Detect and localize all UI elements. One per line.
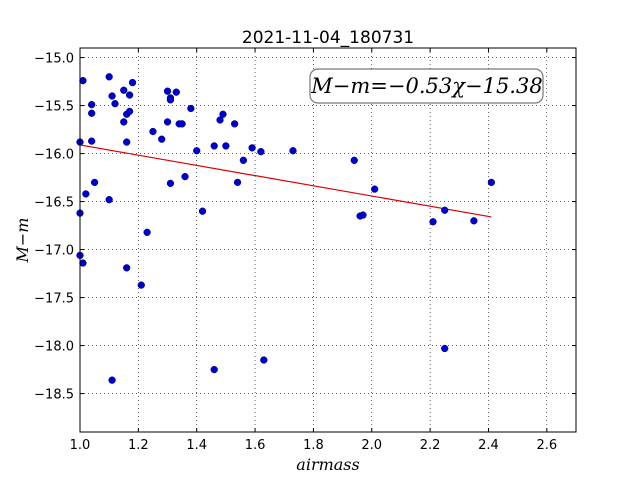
data-point: [239, 156, 248, 164]
data-point: [210, 365, 218, 374]
data-point: [222, 142, 230, 150]
data-point: [166, 179, 175, 188]
annotation-box: [309, 68, 544, 104]
data-point: [88, 109, 96, 117]
data-point: [123, 138, 131, 146]
data-point: [187, 104, 195, 113]
y-tick-label: −17.0: [34, 244, 74, 259]
x-tick-label: 2.6: [536, 438, 557, 453]
data-point: [105, 196, 113, 204]
data-point: [143, 228, 151, 236]
x-axis-label: airmass: [296, 455, 359, 474]
data-point: [163, 87, 172, 95]
fit-line-group: [79, 144, 492, 218]
data-point: [163, 118, 172, 126]
y-tick-label: −16.0: [34, 148, 74, 163]
data-point: [260, 356, 268, 364]
data-point: [90, 178, 99, 187]
y-tick-label: −16.5: [34, 196, 74, 211]
data-point: [219, 110, 227, 118]
data-point: [158, 135, 166, 143]
data-point: [111, 100, 119, 108]
data-point: [108, 92, 116, 100]
data-point: [350, 156, 358, 164]
x-tick-label: 1.8: [303, 438, 324, 453]
data-point: [82, 190, 90, 198]
y-axis-label: M−m: [13, 218, 32, 264]
data-point: [88, 100, 96, 109]
y-axis-ticks: −15.0 −15.5 −16.0 −16.5 −17.0 −17.5 −18.0 −18.5: [34, 52, 576, 403]
data-point: [248, 144, 256, 152]
data-point: [233, 178, 242, 187]
data-point: [289, 147, 297, 155]
data-point: [181, 172, 189, 181]
data-point: [470, 217, 478, 225]
data-points: [76, 73, 496, 384]
data-point: [257, 148, 265, 156]
y-tick-label: −18.0: [34, 340, 74, 355]
data-point: [216, 116, 224, 124]
x-tick-label: 1.6: [245, 438, 266, 453]
data-point: [441, 344, 449, 353]
data-point: [178, 120, 186, 128]
fit-line: [79, 144, 492, 218]
data-point: [193, 147, 201, 155]
data-point: [108, 376, 116, 384]
data-point: [128, 78, 137, 87]
data-point: [230, 120, 239, 128]
x-tick-label: 1.4: [186, 438, 207, 453]
data-point: [441, 206, 449, 214]
y-tick-label: −17.5: [34, 292, 74, 307]
data-point: [371, 185, 379, 193]
data-point: [149, 127, 157, 136]
annotation-text: M−m=−0.53χ−15.38: [310, 74, 542, 98]
data-point: [359, 211, 367, 219]
x-tick-label: 2.2: [420, 438, 441, 453]
x-tick-label: 2.0: [361, 438, 382, 453]
data-point: [79, 76, 87, 85]
chart-title: 2021-11-04_180731: [242, 28, 414, 48]
data-point: [137, 281, 145, 289]
data-point: [125, 107, 134, 116]
plot-area-frame: [79, 47, 577, 433]
data-point: [166, 96, 175, 104]
y-tick-label: −15.0: [34, 52, 74, 67]
data-point: [105, 73, 113, 81]
data-point: [487, 178, 496, 187]
data-point: [210, 142, 218, 150]
data-point: [79, 259, 87, 267]
x-tick-label: 1.0: [70, 438, 91, 453]
data-point: [120, 118, 128, 126]
y-tick-label: −15.5: [34, 100, 74, 115]
data-point: [120, 86, 128, 94]
data-point: [198, 207, 207, 215]
data-point: [88, 137, 96, 145]
data-point: [172, 88, 180, 96]
x-tick-label: 1.2: [128, 438, 149, 453]
data-point: [429, 218, 437, 226]
y-tick-label: −18.5: [34, 388, 74, 403]
x-axis-ticks: 1.0 1.2 1.4 1.6 1.8 2.0 2.2 2.4 2.6: [70, 48, 557, 453]
x-tick-label: 2.4: [478, 438, 499, 453]
grid-lines: [79, 48, 576, 432]
data-point: [125, 91, 134, 99]
fit-annotation: M−m=−0.53χ−15.38: [309, 68, 544, 104]
data-point: [123, 264, 131, 272]
